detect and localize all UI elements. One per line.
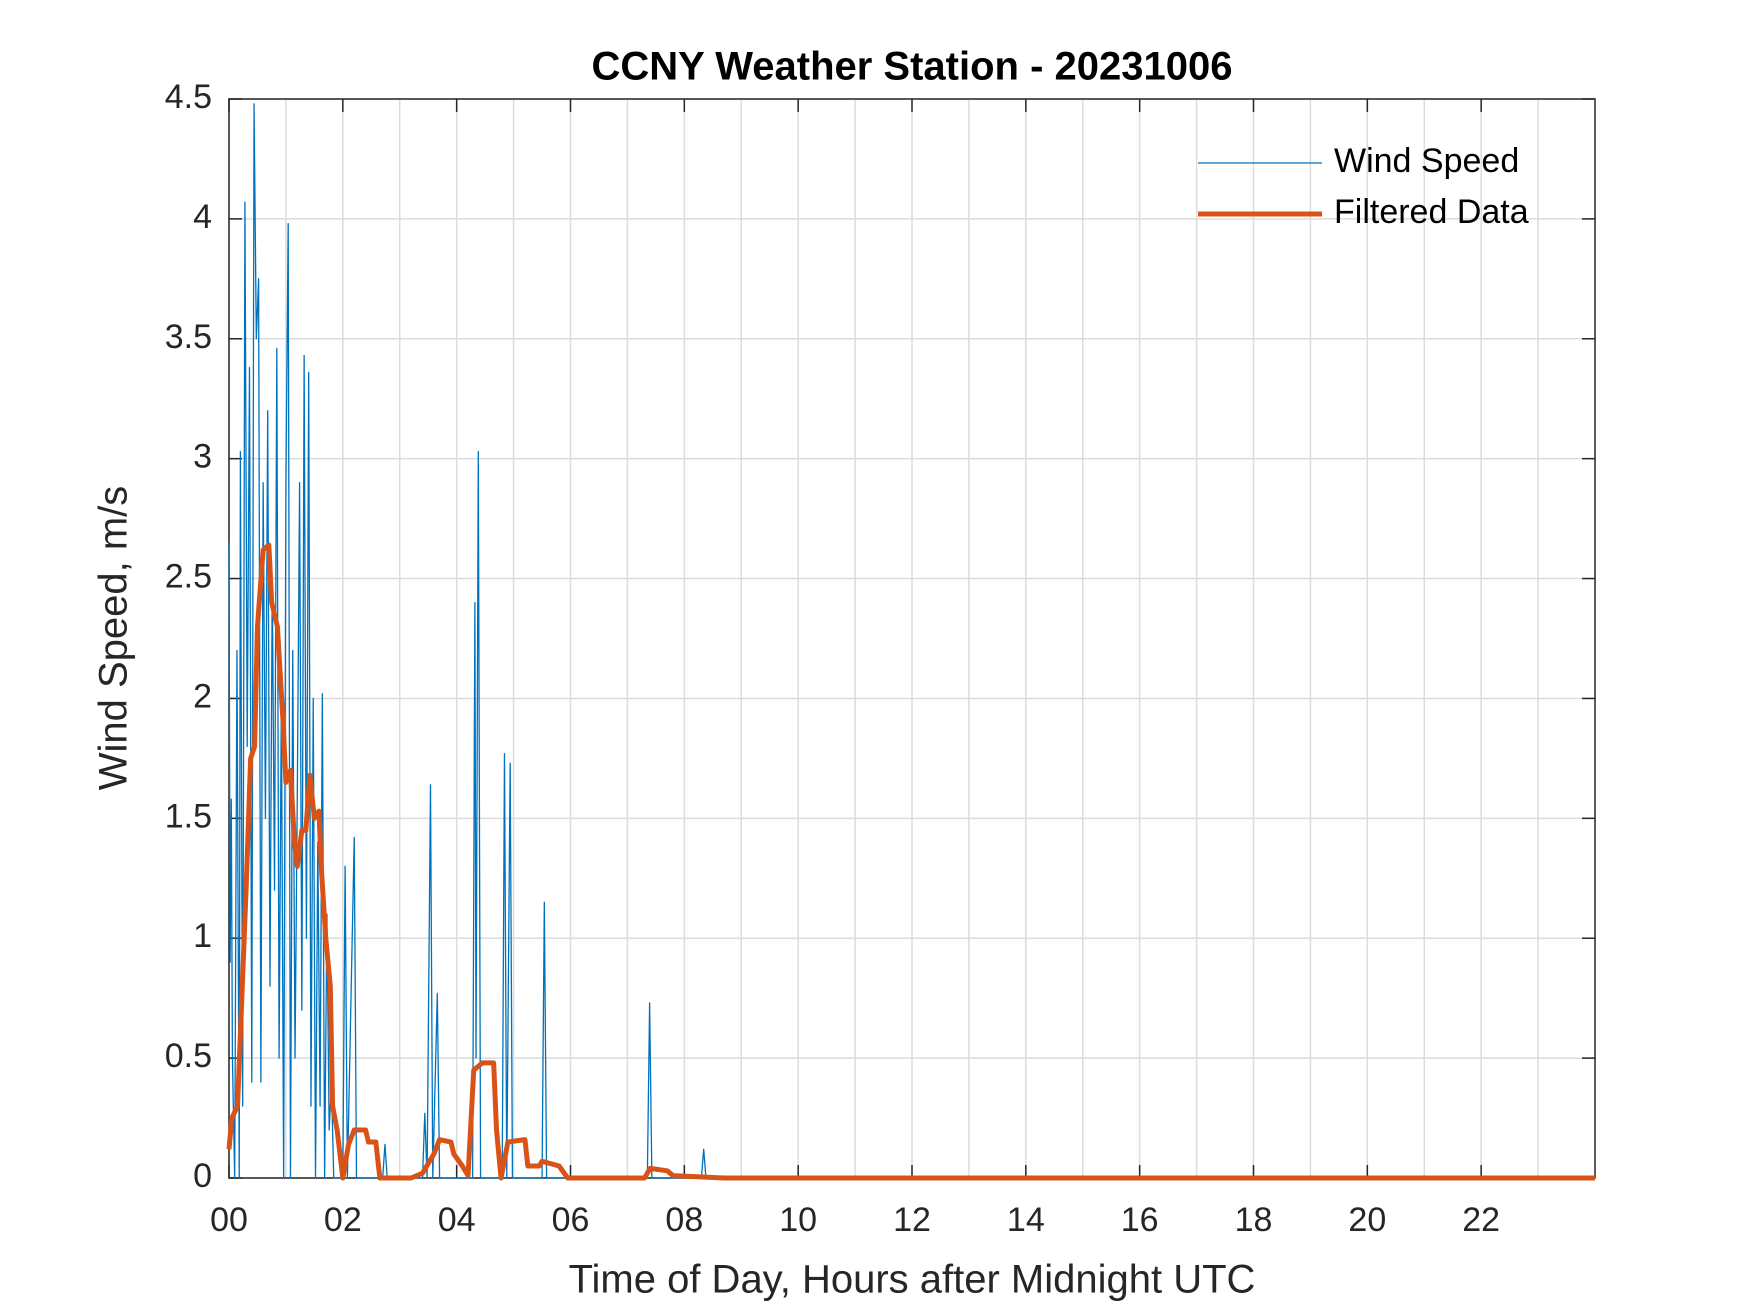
x-tick-label: 08 (665, 1201, 703, 1239)
y-tick-label: 1 (193, 917, 212, 955)
x-tick-label: 16 (1121, 1201, 1159, 1239)
y-tick-label: 2 (193, 677, 212, 715)
legend-label: Filtered Data (1334, 193, 1529, 231)
data-line (226, 542, 1595, 1181)
y-tick-label: 0 (193, 1157, 212, 1195)
x-tick-label: 04 (438, 1201, 476, 1239)
x-tick-label: 20 (1348, 1201, 1386, 1239)
y-axis-label: Wind Speed, m/s (92, 486, 136, 791)
y-tick-label: 3.5 (165, 318, 212, 356)
x-tick-label: 12 (893, 1201, 931, 1239)
legend-label: Wind Speed (1334, 142, 1519, 180)
y-tick-label: 4 (193, 198, 212, 236)
y-tick-label: 4.5 (165, 78, 212, 116)
x-axis-label: Time of Day, Hours after Midnight UTC (569, 1258, 1256, 1302)
x-tick-label: 06 (552, 1201, 590, 1239)
y-tick-label: 2.5 (165, 558, 212, 596)
x-tick-label: 22 (1462, 1201, 1500, 1239)
x-tick-label: 18 (1235, 1201, 1273, 1239)
x-tick-label: 10 (779, 1201, 817, 1239)
y-tick-label: 1.5 (165, 797, 212, 835)
data-line (228, 103, 1595, 1179)
y-tick-label: 0.5 (165, 1037, 212, 1075)
x-tick-label: 00 (210, 1201, 248, 1239)
x-tick-label: 02 (324, 1201, 362, 1239)
y-tick-label: 3 (193, 438, 212, 476)
x-tick-label: 14 (1007, 1201, 1045, 1239)
chart-title: CCNY Weather Station - 20231006 (592, 45, 1233, 89)
